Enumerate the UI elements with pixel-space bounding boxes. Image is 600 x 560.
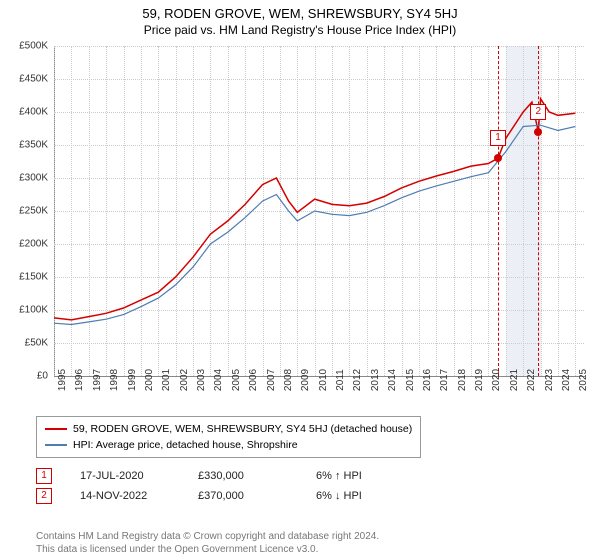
legend-row: HPI: Average price, detached house, Shro… [45,437,412,453]
xtick-label: 2001 [161,369,172,391]
xtick-label: 1997 [92,369,103,391]
xtick-label: 2000 [144,369,155,391]
xtick-label: 1996 [74,369,85,391]
xtick-label: 2014 [387,369,398,391]
ytick-label: £500K [0,41,48,52]
ytick-label: £0 [0,371,48,382]
attribution-line1: Contains HM Land Registry data © Crown c… [36,530,379,543]
xtick-label: 2019 [474,369,485,391]
chart-title: 59, RODEN GROVE, WEM, SHREWSBURY, SY4 5H… [0,0,600,21]
ytick-label: £300K [0,173,48,184]
sales-marker-badge: 2 [36,488,52,504]
xtick-label: 2012 [352,369,363,391]
sales-price: £370,000 [198,490,288,502]
xtick-label: 2018 [457,369,468,391]
xtick-label: 2007 [266,369,277,391]
legend-row: 59, RODEN GROVE, WEM, SHREWSBURY, SY4 5H… [45,421,412,437]
sale-marker-label: 1 [490,130,506,146]
sales-date: 17-JUL-2020 [80,470,170,482]
sale-marker-vline [538,46,539,376]
ytick-label: £150K [0,272,48,283]
xtick-label: 2017 [439,369,450,391]
legend-swatch [45,428,67,430]
xtick-label: 2008 [283,369,294,391]
ytick-label: £250K [0,206,48,217]
ytick-label: £450K [0,74,48,85]
legend-box: 59, RODEN GROVE, WEM, SHREWSBURY, SY4 5H… [36,416,421,458]
sales-marker-badge: 1 [36,468,52,484]
legend: 59, RODEN GROVE, WEM, SHREWSBURY, SY4 5H… [36,416,576,506]
xtick-label: 1995 [57,369,68,391]
xtick-label: 2020 [491,369,502,391]
xtick-label: 2025 [578,369,589,391]
ytick-label: £200K [0,239,48,250]
xtick-label: 2015 [405,369,416,391]
sales-price: £330,000 [198,470,288,482]
chart-subtitle: Price paid vs. HM Land Registry's House … [0,21,600,41]
sales-date: 14-NOV-2022 [80,490,170,502]
xtick-label: 2016 [422,369,433,391]
attribution-line2: This data is licensed under the Open Gov… [36,543,379,556]
sale-marker-label: 2 [530,104,546,120]
xtick-label: 2005 [231,369,242,391]
sales-row: 2 14-NOV-2022 £370,000 6% ↓ HPI [36,486,576,506]
xtick-label: 2006 [248,369,259,391]
sales-delta: 6% ↑ HPI [316,470,406,482]
xtick-label: 2003 [196,369,207,391]
legend-label: HPI: Average price, detached house, Shro… [73,437,298,453]
xtick-label: 2002 [179,369,190,391]
xtick-label: 1998 [109,369,120,391]
sales-row: 1 17-JUL-2020 £330,000 6% ↑ HPI [36,466,576,486]
xtick-label: 2022 [526,369,537,391]
chart-area: 12 1995199619971998199920002001200220032… [54,46,584,376]
xtick-label: 1999 [127,369,138,391]
attribution: Contains HM Land Registry data © Crown c… [36,530,379,556]
ytick-label: £400K [0,107,48,118]
xtick-label: 2010 [318,369,329,391]
xtick-label: 2021 [509,369,520,391]
legend-swatch [45,444,67,446]
xtick-label: 2004 [213,369,224,391]
xtick-label: 2013 [370,369,381,391]
xtick-label: 2011 [335,369,346,391]
line-series-svg [54,46,584,376]
xtick-label: 2023 [544,369,555,391]
sales-delta: 6% ↓ HPI [316,490,406,502]
ytick-label: £50K [0,338,48,349]
legend-label: 59, RODEN GROVE, WEM, SHREWSBURY, SY4 5H… [73,421,412,437]
ytick-label: £100K [0,305,48,316]
sale-marker-dot [494,154,502,162]
sales-table: 1 17-JUL-2020 £330,000 6% ↑ HPI 2 14-NOV-2022… [36,466,576,506]
xtick-label: 2009 [300,369,311,391]
xtick-label: 2024 [561,369,572,391]
sale-marker-vline [498,46,499,376]
ytick-label: £350K [0,140,48,151]
sale-marker-dot [534,128,542,136]
